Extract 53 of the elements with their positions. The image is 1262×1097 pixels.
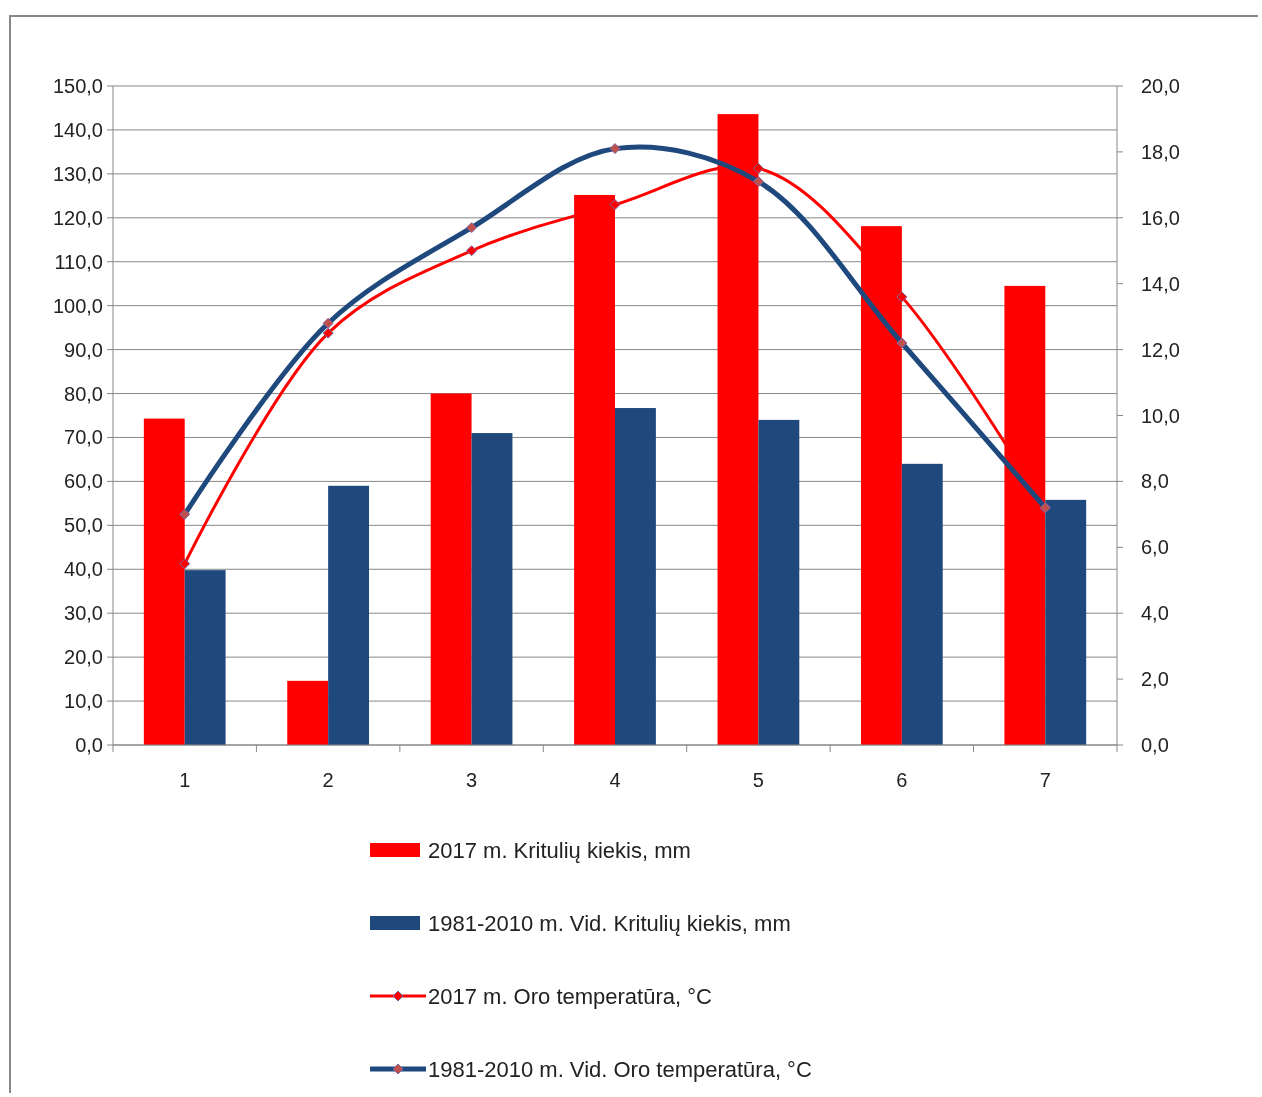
point bbox=[466, 245, 478, 257]
y2-tick-label: 4,0 bbox=[1141, 602, 1169, 625]
bar bbox=[615, 408, 656, 745]
x-tick-label: 3 bbox=[466, 769, 478, 791]
y-tick-label: 50,0 bbox=[64, 514, 103, 537]
y2-tick-label: 6,0 bbox=[1141, 536, 1169, 559]
y-tick-label: 130,0 bbox=[52, 162, 103, 185]
y-tick-label: 20,0 bbox=[64, 646, 103, 669]
x-tick-label: 6 bbox=[896, 769, 908, 791]
y-tick-label: 120,0 bbox=[52, 206, 103, 229]
bar bbox=[328, 485, 370, 745]
y-tick-label: 150,0 bbox=[52, 75, 103, 97]
y-tick-label: 30,0 bbox=[64, 602, 103, 625]
y2-tick-label: 2,0 bbox=[1141, 668, 1169, 691]
y2-tick-label: 18,0 bbox=[1141, 140, 1180, 163]
legend-label: 2017 m. Kritulių kiekis, mm bbox=[428, 837, 691, 863]
y-tick-label: 70,0 bbox=[64, 426, 103, 449]
bar bbox=[1045, 499, 1087, 745]
y-tick-label: 10,0 bbox=[64, 690, 103, 713]
point bbox=[179, 558, 191, 570]
x-tick-label: 4 bbox=[609, 769, 621, 791]
legend-label: 2017 m. Oro temperatūra, °C bbox=[428, 983, 713, 1009]
legend-label: 1981-2010 m. Vid. Oro temperatūra, °C bbox=[428, 1056, 812, 1082]
y2-tick-label: 10,0 bbox=[1141, 404, 1180, 427]
y-tick-label: 0,0 bbox=[75, 734, 103, 756]
point bbox=[322, 327, 334, 339]
legend-label: 1981-2010 m. Vid. Kritulių kiekis, mm bbox=[428, 910, 791, 936]
y-tick-label: 100,0 bbox=[52, 294, 103, 317]
y-tick-label: 110,0 bbox=[54, 250, 103, 273]
y2-tick-label: 8,0 bbox=[1141, 470, 1169, 493]
point bbox=[752, 162, 764, 174]
y2-tick-label: 14,0 bbox=[1141, 272, 1180, 295]
bar bbox=[758, 419, 800, 745]
y-tick-label: 60,0 bbox=[64, 470, 103, 493]
y-tick-label: 140,0 bbox=[52, 118, 103, 141]
bar bbox=[184, 570, 226, 745]
bar bbox=[287, 680, 329, 745]
y2-tick-label: 0,0 bbox=[1141, 734, 1169, 756]
y2-tick-label: 12,0 bbox=[1141, 338, 1180, 361]
y-tick-label: 90,0 bbox=[64, 338, 103, 361]
y2-tick-label: 20,0 bbox=[1141, 75, 1180, 97]
y-tick-label: 40,0 bbox=[64, 558, 103, 581]
point bbox=[609, 199, 621, 211]
y2-tick-label: 16,0 bbox=[1141, 206, 1180, 229]
x-tick-label: 7 bbox=[1039, 769, 1051, 791]
bar bbox=[471, 433, 513, 745]
bar bbox=[901, 463, 943, 745]
point bbox=[896, 291, 908, 303]
x-tick-label: 1 bbox=[179, 769, 191, 791]
x-tick-label: 2 bbox=[322, 769, 334, 791]
y-tick-label: 80,0 bbox=[64, 382, 103, 405]
x-tick-label: 5 bbox=[752, 769, 764, 791]
bar bbox=[430, 393, 472, 745]
